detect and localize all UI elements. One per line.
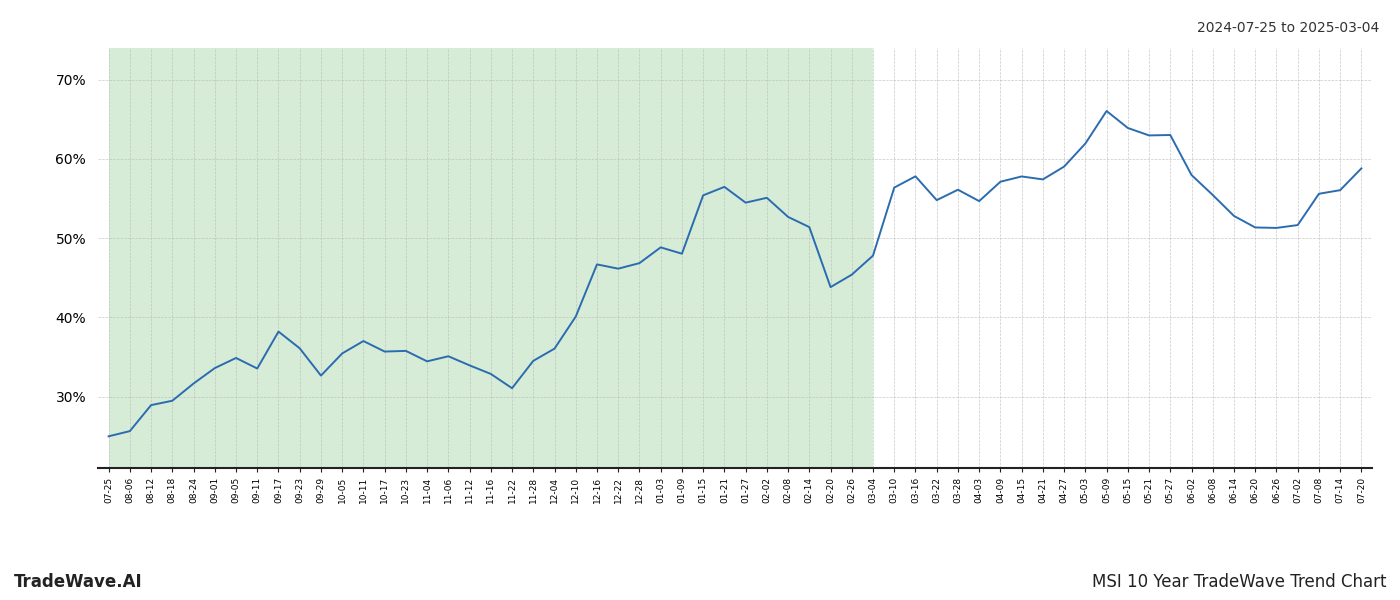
Bar xyxy=(109,48,874,468)
Text: MSI 10 Year TradeWave Trend Chart: MSI 10 Year TradeWave Trend Chart xyxy=(1092,573,1386,591)
Text: 2024-07-25 to 2025-03-04: 2024-07-25 to 2025-03-04 xyxy=(1197,21,1379,35)
Text: TradeWave.AI: TradeWave.AI xyxy=(14,573,143,591)
